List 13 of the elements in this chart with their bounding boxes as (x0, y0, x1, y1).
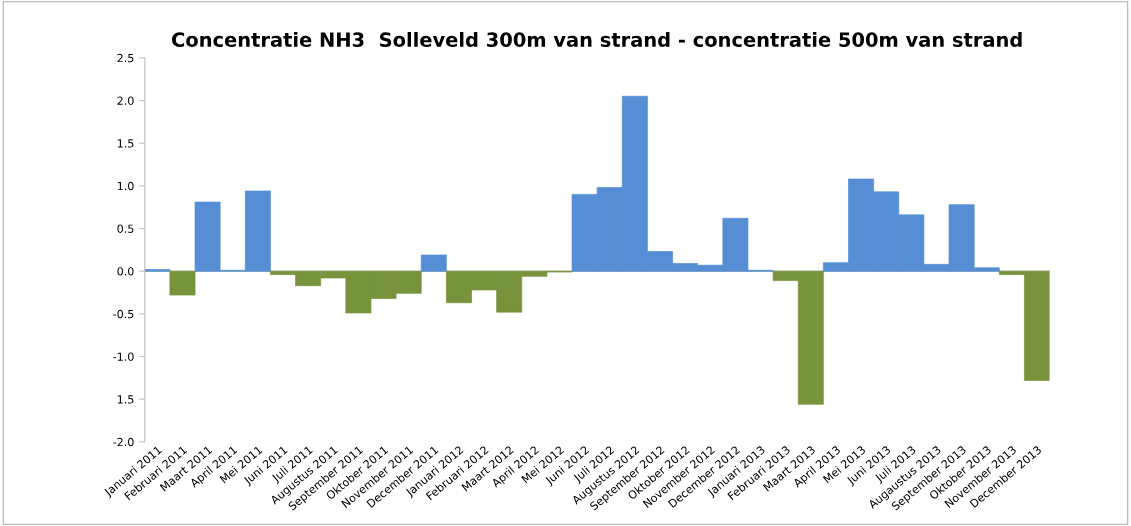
y-tick-label: 1.5 (117, 139, 134, 148)
y-tick-label: 1.0 (117, 181, 134, 191)
bar (169, 270, 196, 296)
y-tick-label: 2.0 (117, 96, 134, 105)
y-tick-label: 1.5 (117, 395, 134, 404)
y-tick-label: -1.0 (113, 352, 134, 361)
y-tick-label: -0.5 (113, 309, 134, 319)
y-tick-label: 2.5 (117, 53, 134, 63)
y-tick-label: -2.0 (113, 437, 134, 447)
y-tick-label: 0.5 (117, 224, 134, 233)
y-tick-label: 0.0 (117, 267, 134, 276)
bar (420, 254, 447, 272)
chart-title: Concentratie NH3 Solleveld 300m van strand - concentratie 500m van strand (172, 31, 1022, 48)
